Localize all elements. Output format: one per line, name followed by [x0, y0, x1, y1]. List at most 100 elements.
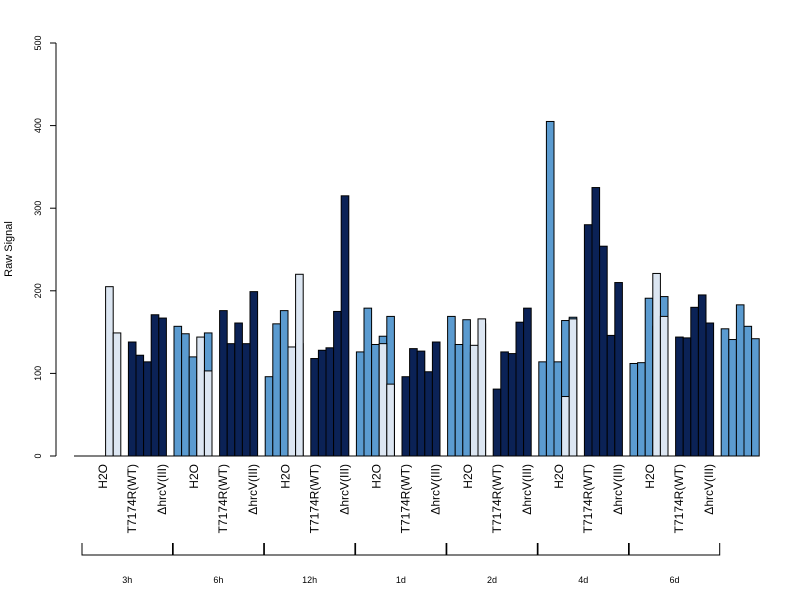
- bar-6d-2-1: [728, 339, 737, 457]
- bar-3h-1-2: [143, 361, 152, 457]
- bar-3h-0-1: [105, 286, 114, 457]
- bar-1d-1-0: [401, 376, 411, 457]
- bar-3h-1-1: [135, 354, 145, 457]
- condition-label: T7174R(WT): [581, 464, 595, 533]
- bar-3h-1-3: [150, 314, 160, 457]
- bar-2d-1-2: [507, 353, 517, 457]
- bar-6d-1-1: [682, 337, 692, 457]
- bar-6d-0-2: [659, 315, 669, 457]
- bar-6h-2-0: [264, 376, 274, 457]
- bar-6h-1-2: [234, 322, 243, 457]
- bar-2d-2-0: [538, 361, 547, 457]
- condition-label: T7174R(WT): [399, 464, 413, 533]
- bar-4d-2-2: [644, 297, 654, 457]
- time-label: 12h: [302, 575, 317, 585]
- condition-label: H2O: [643, 464, 657, 489]
- axes-layer: [50, 42, 742, 556]
- bar-3h-2-0: [173, 325, 183, 457]
- bar-6h-1-4: [249, 291, 259, 457]
- bar-1d-1-4: [431, 341, 441, 457]
- bar-12h-2-1: [363, 307, 373, 457]
- bar-2d-0-1: [469, 344, 479, 457]
- condition-label: H2O: [187, 464, 201, 489]
- bar-2d-1-1: [500, 351, 509, 457]
- bar-2d-2-1: [545, 120, 555, 457]
- bar-6d-1-4: [705, 322, 715, 457]
- y-tick-label: 200: [33, 283, 43, 298]
- bar-12h-1-3: [333, 310, 342, 457]
- bar-4d-1-1: [591, 187, 601, 457]
- bar-3h-1-4: [158, 317, 167, 457]
- group-bracket: [172, 543, 265, 556]
- y-tick-label: 500: [33, 35, 43, 50]
- y-tick-label: 400: [33, 118, 43, 133]
- bar-2d-2-2: [553, 361, 563, 457]
- time-label: 3h: [122, 575, 132, 585]
- bar-12h-0-1: [287, 346, 297, 457]
- bar-4d-2-1: [637, 362, 646, 457]
- condition-label: ΔhrcV(III): [246, 464, 260, 515]
- bar-2d-1-0: [492, 388, 502, 457]
- bar-12h-1-0: [310, 358, 319, 457]
- bar-6d-1-3: [697, 294, 707, 457]
- bar-4d-1-2: [599, 245, 608, 457]
- y-tick-label: 100: [33, 366, 43, 381]
- bar-2d-1-3: [515, 321, 525, 457]
- bar-1d-1-2: [416, 350, 426, 457]
- bar-6h-0-1: [196, 336, 205, 457]
- bar-6h-2-1: [272, 323, 281, 457]
- condition-label: H2O: [96, 464, 110, 489]
- time-label: 6d: [669, 575, 679, 585]
- condition-label: ΔhrcV(III): [337, 464, 351, 515]
- bar-12h-2-2: [371, 343, 380, 457]
- group-bracket: [81, 543, 173, 556]
- condition-label: ΔhrcV(III): [155, 464, 169, 515]
- bar-2d-1-4: [523, 307, 532, 457]
- bar-6h-1-3: [241, 343, 251, 457]
- group-bracket: [263, 543, 356, 556]
- time-label: 2d: [487, 575, 497, 585]
- bar-2d-0-2: [477, 318, 487, 457]
- condition-label: H2O: [370, 464, 384, 489]
- bar-4d-0-1: [561, 396, 570, 457]
- bar-1d-0-1: [378, 343, 388, 457]
- condition-label: ΔhrcV(III): [702, 464, 716, 515]
- bar-12h-1-4: [340, 195, 350, 457]
- bar-4d-1-0: [583, 224, 593, 457]
- bar-1d-2-2: [462, 319, 471, 457]
- condition-label: H2O: [552, 464, 566, 489]
- bar-3h-2-1: [181, 333, 190, 457]
- condition-label: H2O: [278, 464, 292, 489]
- bar-6d-2-4: [751, 338, 760, 457]
- bar-12h-2-0: [355, 351, 365, 457]
- bar-6h-0-2: [203, 370, 213, 457]
- bar-6d-1-2: [690, 306, 699, 457]
- group-bracket: [446, 543, 538, 556]
- bar-6h-2-2: [279, 310, 289, 457]
- bar-6d-0-1: [652, 272, 661, 457]
- group-bracket: [537, 543, 629, 556]
- time-label: 4d: [578, 575, 588, 585]
- bar-1d-0-2: [386, 383, 395, 457]
- bar-1d-2-0: [447, 315, 456, 457]
- condition-label: H2O: [461, 464, 475, 489]
- time-label: 1d: [396, 575, 406, 585]
- bar-4d-0-2: [568, 318, 578, 457]
- bar-1d-2-1: [454, 343, 464, 457]
- condition-label: T7174R(WT): [125, 464, 139, 533]
- bar-1d-1-3: [424, 371, 433, 457]
- bar-4d-1-3: [606, 334, 616, 457]
- group-bracket: [628, 543, 721, 556]
- y-axis-label: Raw Signal: [3, 221, 15, 277]
- bar-12h-0-2: [295, 273, 304, 457]
- y-tick-label: 0: [33, 453, 43, 458]
- bar-6d-2-2: [735, 304, 745, 457]
- labels-layer: H2O T7174R(WT) ΔhrcV(III) 3h H2O T7174R(WT) Δh…: [3, 35, 716, 585]
- bar-4d-1-4: [614, 282, 623, 457]
- condition-label: T7174R(WT): [216, 464, 230, 533]
- condition-label: ΔhrcV(III): [429, 464, 443, 515]
- bar-6d-2-0: [720, 328, 730, 457]
- condition-label: T7174R(WT): [672, 464, 686, 533]
